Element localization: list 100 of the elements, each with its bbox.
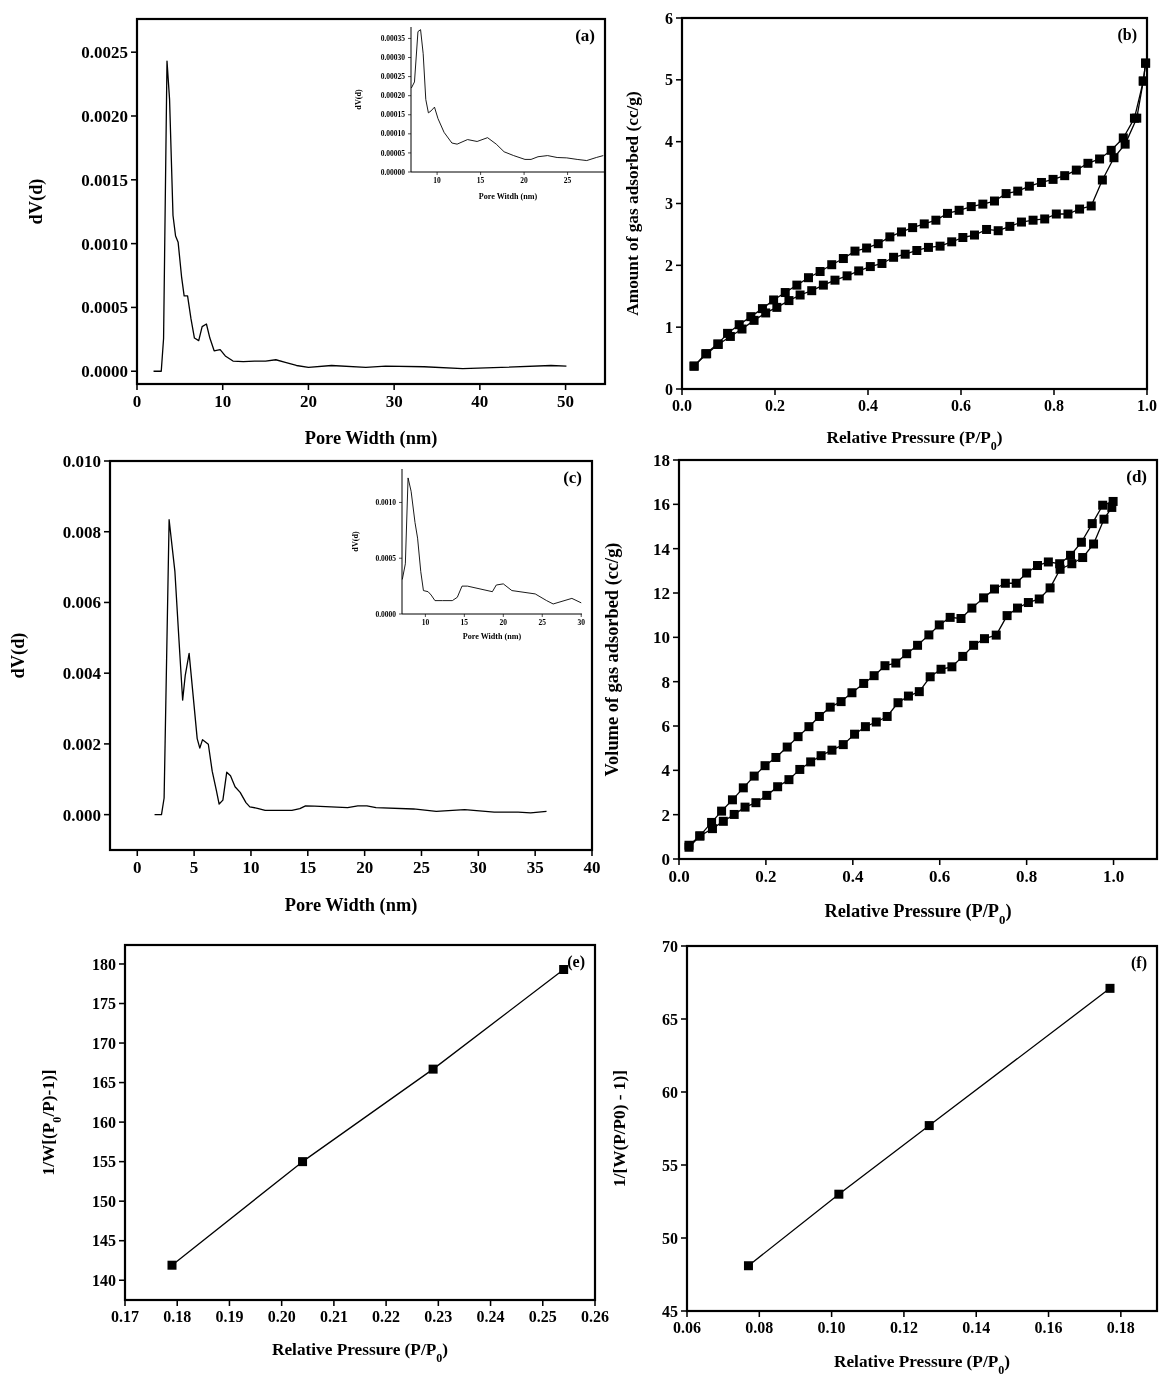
x-tick-label: 0.0 xyxy=(668,867,690,886)
annotation: (c) xyxy=(563,468,582,487)
x-tick-label: 40 xyxy=(471,392,489,411)
y-tick-label: 2 xyxy=(661,805,670,825)
y-tick-label: 0.0025 xyxy=(81,43,128,63)
y-tick-label: 160 xyxy=(92,1113,116,1131)
y-tick-label: 0.010 xyxy=(62,451,101,471)
x-tick-label: 0.10 xyxy=(817,1319,846,1336)
x-tick-label: 0.21 xyxy=(319,1308,348,1325)
x-tick-label: 0.18 xyxy=(1106,1319,1135,1336)
y-tick-label: 2 xyxy=(665,256,673,274)
y-tick-label: 65 xyxy=(662,1010,678,1028)
y-tick-label: 145 xyxy=(92,1232,116,1250)
x-tick-label: 0.25 xyxy=(528,1308,557,1325)
y-tick-label: 0.0000 xyxy=(81,362,128,382)
x-tick-label: 10 xyxy=(242,858,260,877)
x-axis-title: Relative Pressure (P/P$_{0}$) xyxy=(824,901,1012,927)
y-tick-label: 170 xyxy=(92,1034,116,1052)
x-tick-label: 30 xyxy=(469,858,487,877)
y-tick-label: 4 xyxy=(661,761,671,781)
x-tick-label: 0 xyxy=(132,392,142,411)
y-tick-label: 0 xyxy=(665,380,673,398)
y-tick-label: 0.0020 xyxy=(81,106,128,126)
y-axis-title: dV(d) xyxy=(351,531,360,552)
x-tick-label: 0.22 xyxy=(372,1308,401,1325)
y-tick-label: 55 xyxy=(662,1156,678,1174)
x-tick-label: 0.17 xyxy=(111,1308,139,1325)
y-tick-label: 155 xyxy=(92,1153,116,1171)
y-tick-label: 0.0005 xyxy=(81,298,128,318)
y-tick-label: 70 xyxy=(662,937,678,955)
x-axis-title: Pore Width (nm) xyxy=(284,895,418,916)
x-tick-label: 20 xyxy=(299,392,317,411)
y-axis-title: 1/[W(P/P0) - 1)] xyxy=(610,1070,629,1187)
y-axis-title: Volume of gas adsorbed (cc/g) xyxy=(602,542,623,777)
x-tick-label: 50 xyxy=(557,392,575,411)
x-tick-label: 1.0 xyxy=(1102,867,1125,886)
annotation: (b) xyxy=(1117,26,1137,44)
y-tick-label: 60 xyxy=(662,1083,678,1101)
x-tick-label: 0 xyxy=(133,858,142,877)
y-axis-title: dV(d) xyxy=(8,632,29,679)
x-tick-label: 0.4 xyxy=(842,867,864,886)
y-tick-label: 0.0015 xyxy=(81,170,128,190)
x-tick-label: 0.4 xyxy=(858,397,878,414)
y-tick-label: 50 xyxy=(662,1229,678,1247)
y-tick-label: 12 xyxy=(653,583,670,603)
x-axis-title: Pore Width (nm) xyxy=(462,632,522,641)
x-tick-label: 0.6 xyxy=(951,397,971,414)
y-tick-label: 140 xyxy=(92,1271,116,1289)
x-tick-label: 1.0 xyxy=(1137,397,1157,414)
x-tick-label: 0.23 xyxy=(424,1308,453,1325)
y-tick-label: 0.004 xyxy=(62,664,102,684)
x-tick-label: 0.0 xyxy=(672,397,692,414)
x-tick-label: 35 xyxy=(526,858,544,877)
x-tick-label: 0.8 xyxy=(1044,397,1064,414)
x-tick-label: 40 xyxy=(583,858,601,877)
y-tick-label: 0.008 xyxy=(62,522,101,542)
annotation: (a) xyxy=(575,26,595,45)
y-tick-label: 0.000 xyxy=(62,805,101,825)
y-tick-label: 8 xyxy=(661,672,670,692)
y-axis-title: dV(d) xyxy=(354,89,363,110)
y-tick-label: 0.002 xyxy=(62,734,101,754)
y-tick-label: 1 xyxy=(665,318,673,336)
x-tick-label: 0.06 xyxy=(673,1319,701,1336)
x-tick-label: 5 xyxy=(189,858,199,877)
y-tick-label: 165 xyxy=(92,1074,116,1092)
x-axis-title: Pore Width (nm) xyxy=(304,428,438,449)
x-tick-label: 0.2 xyxy=(755,867,777,886)
x-tick-label: 10 xyxy=(214,392,232,411)
annotation: (f) xyxy=(1131,954,1147,972)
x-tick-label: 0.26 xyxy=(581,1308,609,1325)
x-tick-label: 0.19 xyxy=(215,1308,244,1325)
x-tick-label: 0.16 xyxy=(1034,1319,1063,1336)
y-axis-title: dV(d) xyxy=(26,178,47,225)
y-tick-label: 45 xyxy=(662,1302,678,1320)
x-tick-label: 30 xyxy=(385,392,403,411)
y-tick-label: 180 xyxy=(92,955,116,973)
annotation: (d) xyxy=(1126,467,1147,486)
y-axis-title: Amount of gas adsorbed (cc/g) xyxy=(623,91,642,316)
x-tick-label: 0.24 xyxy=(476,1308,505,1325)
y-tick-label: 0.0010 xyxy=(81,234,128,254)
x-tick-label: 25 xyxy=(412,858,430,877)
x-tick-label: 0.8 xyxy=(1016,867,1038,886)
y-tick-label: 5 xyxy=(665,71,673,89)
y-tick-label: 16 xyxy=(653,495,670,515)
x-tick-label: 0.12 xyxy=(889,1319,918,1336)
x-tick-label: 0.18 xyxy=(163,1308,192,1325)
x-tick-label: 20 xyxy=(356,858,374,877)
y-tick-label: 4 xyxy=(665,133,673,151)
x-tick-label: 15 xyxy=(299,858,317,877)
x-axis-title: Relative Pressure (P/P$_{0}$) xyxy=(833,1352,1011,1377)
x-axis-title: Relative Pressure (P/P$_{0}$) xyxy=(271,1340,449,1365)
y-tick-label: 6 xyxy=(665,9,673,27)
x-tick-label: 0.08 xyxy=(745,1319,774,1336)
x-tick-label: 0.6 xyxy=(929,867,951,886)
y-tick-label: 14 xyxy=(653,539,671,559)
x-tick-label: 0.14 xyxy=(962,1319,991,1336)
y-tick-label: 3 xyxy=(665,195,673,213)
annotation: (e) xyxy=(567,953,585,971)
x-axis-title: Pore Witdh (nm) xyxy=(478,192,538,201)
y-tick-label: 175 xyxy=(92,995,116,1013)
